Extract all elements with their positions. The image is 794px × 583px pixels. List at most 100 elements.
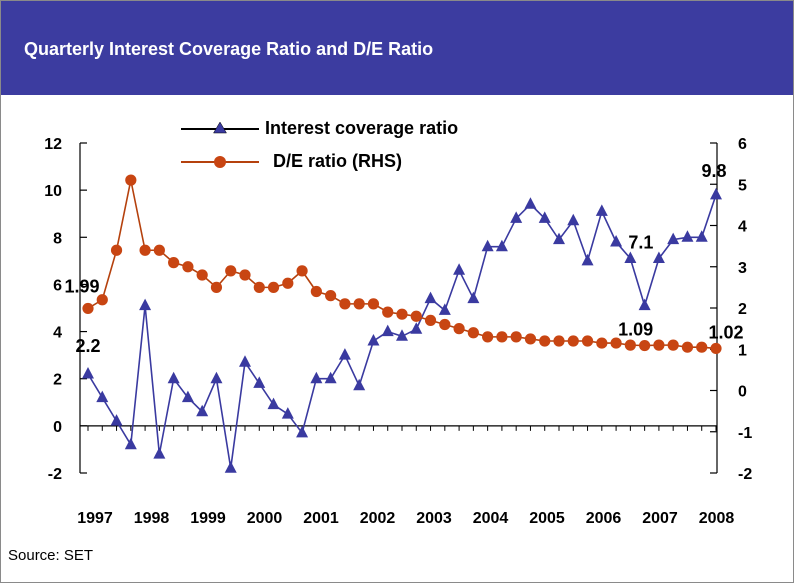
- right-tick-label: 3: [738, 260, 747, 277]
- right-tick-label: 6: [738, 136, 747, 153]
- icr-point: [324, 371, 337, 384]
- legend-de-label: D/E ratio (RHS): [273, 151, 402, 171]
- icr-point: [139, 298, 152, 311]
- right-tick-label: 5: [738, 177, 747, 194]
- de-point: [553, 335, 565, 347]
- x-tick-label: 2007: [642, 510, 678, 527]
- de-point: [310, 285, 322, 298]
- icr-point: [96, 390, 109, 403]
- x-tick-label: 1999: [190, 510, 226, 527]
- de-point: [153, 244, 165, 256]
- de-point: [196, 269, 208, 281]
- de-point: [681, 341, 694, 353]
- icr-point: [239, 355, 251, 367]
- legend: Interest coverage ratio D/E ratio (RHS): [181, 118, 458, 171]
- icr-point: [581, 253, 594, 266]
- de-point: [667, 339, 679, 351]
- title-bar: Quarterly Interest Coverage Ratio and D/…: [1, 1, 793, 95]
- icr-point: [695, 230, 708, 242]
- de-point: [367, 298, 380, 310]
- x-tick-label: 1997: [77, 510, 113, 527]
- de-point: [539, 335, 551, 347]
- icr-point: [281, 407, 294, 419]
- x-tick-label: 1998: [134, 510, 170, 527]
- icr-point: [381, 324, 394, 337]
- icr-point: [495, 239, 508, 252]
- icr-point: [153, 447, 166, 459]
- icr-point: [667, 232, 680, 245]
- icr-point: [210, 371, 223, 384]
- data-label: 1.99: [64, 276, 99, 296]
- left-tick-label: 4: [53, 325, 62, 342]
- right-tick-label: 0: [738, 384, 747, 401]
- icr-point: [467, 291, 480, 304]
- de-point: [396, 308, 408, 320]
- de-point: [581, 335, 594, 347]
- icr-point: [553, 232, 565, 245]
- de-point: [596, 337, 608, 349]
- legend-icr-label: Interest coverage ratio: [265, 118, 458, 138]
- de-point: [225, 265, 237, 277]
- de-point: [510, 331, 522, 343]
- icr-point: [167, 371, 180, 384]
- icr-point: [610, 235, 623, 247]
- de-point: [282, 277, 294, 289]
- left-tick-label: 6: [53, 277, 62, 294]
- right-tick-label: 2: [738, 301, 747, 318]
- icr-point: [410, 322, 423, 334]
- icr-point: [110, 414, 123, 426]
- left-tick-label: 0: [53, 419, 62, 436]
- de-point: [653, 339, 665, 351]
- data-label: 9.8: [701, 161, 726, 181]
- data-label: 7.1: [628, 233, 653, 253]
- icr-point: [567, 213, 580, 226]
- right-tick-label: -1: [738, 425, 752, 442]
- icr-point: [196, 404, 209, 417]
- de-point: [439, 318, 451, 331]
- icr-point: [310, 371, 323, 384]
- de-point: [210, 281, 223, 293]
- de-point: [239, 269, 251, 281]
- de-point: [567, 335, 579, 347]
- de-point: [410, 310, 422, 322]
- icr-point: [438, 303, 451, 315]
- data-label: 1.02: [708, 322, 743, 342]
- de-point: [696, 341, 708, 353]
- de-point: [424, 314, 437, 326]
- right-tick-label: -2: [738, 466, 752, 483]
- de-point: [353, 298, 365, 310]
- source-note: Source: SET: [8, 547, 94, 564]
- chart-title: Quarterly Interest Coverage Ratio and D/…: [24, 39, 434, 59]
- right-tick-label: 1: [738, 342, 747, 359]
- left-tick-label: 10: [44, 183, 62, 200]
- icr-point: [124, 437, 137, 450]
- de-point: [82, 302, 94, 315]
- icr-point: [367, 334, 380, 346]
- icr-point: [353, 378, 366, 391]
- de-point: [296, 265, 308, 277]
- x-tick-label: 2005: [529, 510, 565, 527]
- de-point: [624, 339, 636, 351]
- icr-point: [524, 197, 537, 209]
- de-point: [453, 323, 465, 335]
- icr-point: [681, 230, 694, 242]
- de-point: [253, 281, 265, 293]
- x-tick-label: 2006: [586, 510, 622, 527]
- icr-point: [538, 211, 551, 223]
- de-point: [639, 339, 651, 352]
- left-tick-label: 12: [44, 136, 62, 153]
- de-point: [524, 333, 537, 345]
- icr-point: [510, 211, 523, 223]
- de-point: [325, 290, 337, 302]
- de-point: [168, 257, 180, 269]
- x-tick-label: 2003: [416, 510, 452, 527]
- de-point: [467, 327, 479, 339]
- icr-point: [481, 239, 494, 252]
- icr-point: [638, 298, 651, 311]
- icr-point: [296, 425, 309, 438]
- de-point: [267, 281, 280, 293]
- icr-point: [396, 329, 408, 341]
